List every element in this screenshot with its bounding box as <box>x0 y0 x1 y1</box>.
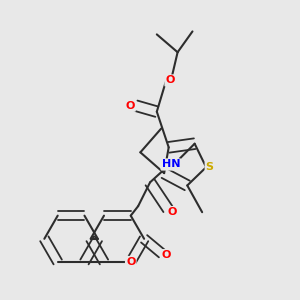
Text: O: O <box>168 207 177 217</box>
Text: S: S <box>206 162 214 172</box>
Text: O: O <box>166 76 175 85</box>
Text: O: O <box>126 257 135 267</box>
Text: O: O <box>125 101 135 111</box>
Text: HN: HN <box>162 160 180 170</box>
Text: O: O <box>162 250 171 260</box>
